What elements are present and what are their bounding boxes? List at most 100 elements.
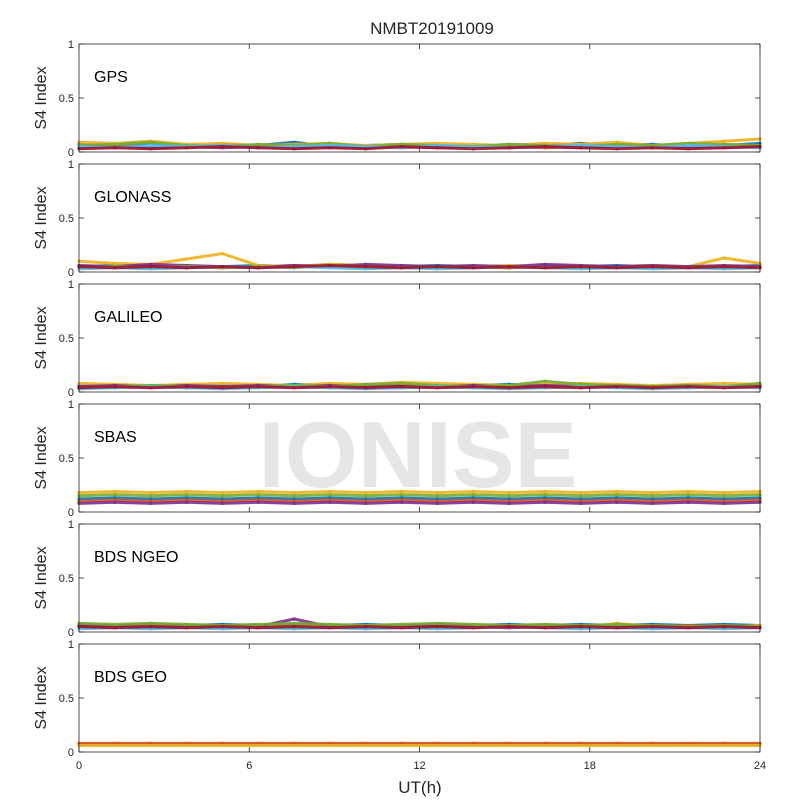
data-point [149,743,153,748]
y-axis-label: S4 Index [33,306,50,369]
data-point [184,266,189,270]
data-point [650,491,655,495]
data-point [686,143,690,148]
data-point [256,622,260,627]
data-point [543,379,547,383]
data-point [364,494,368,498]
data-point [400,500,404,504]
data-point [471,493,475,497]
data-point [184,493,189,497]
data-point [650,625,655,629]
data-point [722,625,726,629]
data-point [400,626,404,630]
data-point [184,500,189,504]
data-point [471,622,475,627]
data-point [615,385,619,389]
series-line [78,493,761,498]
data-point [256,493,260,497]
series-line [78,498,761,503]
data-point [579,494,583,498]
data-point [722,381,726,385]
data-point [328,493,332,497]
data-point [184,146,189,150]
data-point [149,147,153,151]
panel-label: GALILEO [94,309,162,326]
data-point [220,265,224,269]
data-point [615,266,619,270]
data-point [292,491,296,495]
data-point [328,500,332,504]
data-point [292,147,296,151]
plot-area [79,164,760,272]
data-point [400,622,404,627]
data-point [615,626,619,630]
y-tick-label: 0.5 [59,453,74,465]
data-point [471,626,475,630]
panel-label: BDS GEO [94,669,167,686]
data-point [328,385,332,389]
data-point [292,621,296,626]
data-point [686,493,690,497]
data-point [149,621,153,626]
data-point [722,491,726,495]
data-point [686,743,690,748]
data-point [400,381,404,385]
data-point [364,501,368,505]
data-point [292,494,296,498]
data-point [722,265,726,269]
panel-1: 0 0.5 1 GLONASS S4 Index [33,159,762,279]
data-point [579,743,583,748]
data-point [650,386,655,390]
data-point [543,500,547,504]
data-point [686,147,690,151]
data-point [184,626,189,630]
data-point [722,386,726,390]
y-tick-label: 1 [68,639,74,651]
y-tick-label: 0.5 [59,213,74,225]
data-point [722,743,726,748]
data-point [615,489,619,494]
data-point [328,622,332,627]
panel-label: GPS [94,69,128,86]
data-point [256,500,260,504]
data-point [149,625,153,629]
data-point [615,743,619,748]
data-point [400,493,404,497]
series-3 [77,500,762,505]
data-point [507,625,511,629]
y-tick-label: 0 [68,147,74,159]
x-tick-label: 12 [413,760,425,772]
data-point [650,265,655,269]
data-point [507,265,511,269]
series-line [78,500,761,505]
y-tick-label: 0 [68,507,74,519]
data-point [149,140,153,144]
data-point [507,142,511,146]
series-line [78,490,761,495]
y-tick-label: 1 [68,39,74,51]
y-tick-label: 0 [68,627,74,639]
data-point [256,385,260,389]
data-point [292,743,296,748]
y-axis-label: S4 Index [33,666,50,729]
data-point [686,626,690,630]
data-point [256,142,260,146]
data-point [149,501,153,505]
series-line [78,496,761,501]
y-axis-label: S4 Index [33,186,50,249]
plot-area [79,524,760,632]
panel-label: SBAS [94,429,137,446]
data-point [400,145,404,149]
data-point [471,385,475,389]
data-point [686,385,690,389]
data-point [113,626,117,630]
data-point [471,147,475,151]
data-point [113,489,117,494]
data-point [615,493,619,497]
panel-label: BDS NGEO [94,549,178,566]
panel-4: 0 0.5 1 BDS NGEO S4 Index [33,519,762,639]
data-point [435,146,439,150]
data-point [364,743,368,748]
data-point [184,257,189,261]
